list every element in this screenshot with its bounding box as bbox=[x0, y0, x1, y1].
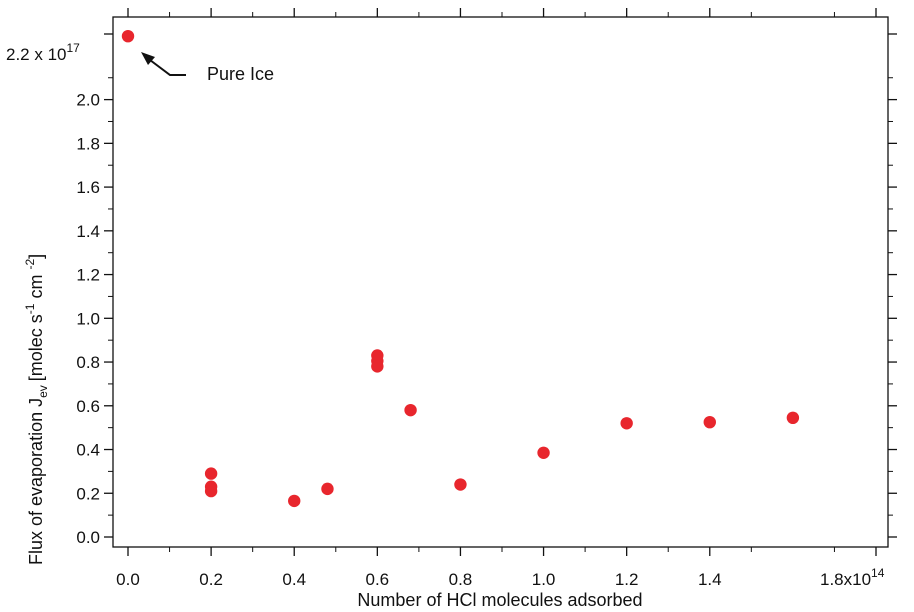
x-tick-label: 1.2 bbox=[615, 570, 639, 589]
data-point bbox=[204, 484, 218, 498]
pure-ice-annotation: Pure Ice bbox=[141, 52, 274, 84]
x-tick-label: 1.4 bbox=[698, 570, 722, 589]
x-tick-label: 0.8 bbox=[449, 570, 473, 589]
x-tick-labels: 0.0 0.2 0.4 0.6 0.8 1.0 1.2 1.4 bbox=[116, 570, 721, 589]
y-tick-label: 1.0 bbox=[76, 309, 100, 328]
x-scale-exponent: 14 bbox=[871, 566, 885, 580]
x-tick-label: 0.2 bbox=[199, 570, 223, 589]
y-tick-label: 0.6 bbox=[76, 397, 100, 416]
y-tick-label: 0.8 bbox=[76, 353, 100, 372]
y-tick-label: 1.6 bbox=[76, 178, 100, 197]
x-tick-label: 1.0 bbox=[532, 570, 556, 589]
data-point bbox=[121, 29, 135, 43]
data-point bbox=[703, 415, 716, 429]
data-point bbox=[288, 494, 301, 508]
y-tick-label: 0.2 bbox=[76, 484, 100, 503]
data-point bbox=[204, 467, 218, 480]
x-scale-label: 1.8x1014 bbox=[820, 566, 885, 589]
axis-ticks bbox=[104, 8, 897, 556]
y-tick-label: 0.0 bbox=[76, 528, 100, 547]
y-scale-label: 2.2 x 1017 bbox=[6, 41, 80, 64]
data-point bbox=[620, 417, 633, 430]
data-point bbox=[404, 403, 417, 417]
x-axis-title: Number of HCl molecules adsorbed bbox=[357, 590, 642, 610]
y-tick-labels: 0.0 0.2 0.4 0.6 0.8 1.0 1.2 1.4 1.6 1.8 2.0 bbox=[76, 91, 100, 547]
data-point bbox=[537, 446, 550, 460]
x-tick-label: 0.0 bbox=[116, 570, 140, 589]
data-point bbox=[454, 478, 467, 491]
y-tick-label: 1.4 bbox=[76, 222, 100, 241]
y-tick-label: 1.2 bbox=[76, 266, 100, 285]
x-tick-label: 0.4 bbox=[282, 570, 306, 589]
y-tick-label: 0.4 bbox=[76, 441, 100, 460]
y-tick-label: 2.0 bbox=[76, 91, 100, 110]
data-points bbox=[121, 29, 800, 508]
x-tick-label: 0.6 bbox=[366, 570, 390, 589]
data-point bbox=[321, 482, 334, 496]
data-point bbox=[371, 360, 384, 373]
data-point bbox=[786, 411, 800, 425]
annotation-arrow-line bbox=[145, 56, 186, 76]
y-tick-label: 1.8 bbox=[76, 134, 100, 153]
plot-frame bbox=[112, 16, 889, 548]
annotation-arrowhead bbox=[141, 52, 155, 65]
y-axis-title: Flux of evaporation Jev[molec s-1 cm -2] bbox=[23, 254, 50, 565]
annotation-label: Pure Ice bbox=[207, 64, 274, 84]
y-scale-exponent: 17 bbox=[67, 41, 81, 55]
